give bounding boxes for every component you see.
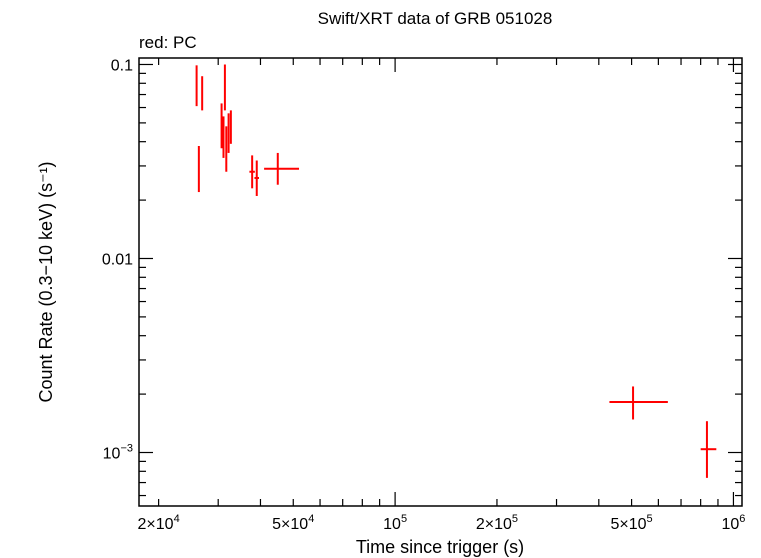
data-point: [225, 126, 228, 172]
data-point: [222, 116, 225, 158]
plot-frame: [138, 57, 743, 507]
y-tick-label: 0.1: [111, 57, 133, 74]
y-tick-label: 0.01: [102, 251, 133, 268]
x-tick-label: 106: [721, 513, 745, 533]
x-tick-label: 105: [383, 513, 407, 533]
data-points: [195, 64, 717, 478]
x-tick-label: 5×105: [611, 513, 653, 533]
data-point: [195, 65, 198, 107]
x-axis-label: Time since trigger (s): [356, 537, 524, 557]
data-point: [264, 152, 300, 185]
data-point: [609, 386, 668, 420]
data-point: [229, 110, 232, 144]
y-tick-label: 10−3: [103, 443, 133, 463]
x-tick-label: 2×104: [138, 513, 180, 533]
x-tick-label: 2×105: [476, 513, 518, 533]
y-axis-label: Count Rate (0.3−10 keV) (s⁻¹): [36, 161, 56, 402]
chart-title: Swift/XRT data of GRB 051028: [318, 9, 553, 28]
chart-subtitle: red: PC: [139, 33, 197, 52]
data-point: [700, 421, 717, 478]
data-point: [254, 160, 259, 196]
x-tick-label: 5×104: [272, 513, 314, 533]
data-point: [197, 146, 200, 193]
data-point: [223, 64, 226, 111]
axis-ticks: [139, 58, 742, 506]
data-point: [227, 113, 230, 153]
data-point: [249, 155, 255, 189]
data-point: [201, 76, 204, 111]
data-point: [220, 103, 223, 149]
axis-tick-labels: 2×104 5×104 105 2×105 5×105 106 0.1 0.01 10−3: [102, 57, 746, 533]
